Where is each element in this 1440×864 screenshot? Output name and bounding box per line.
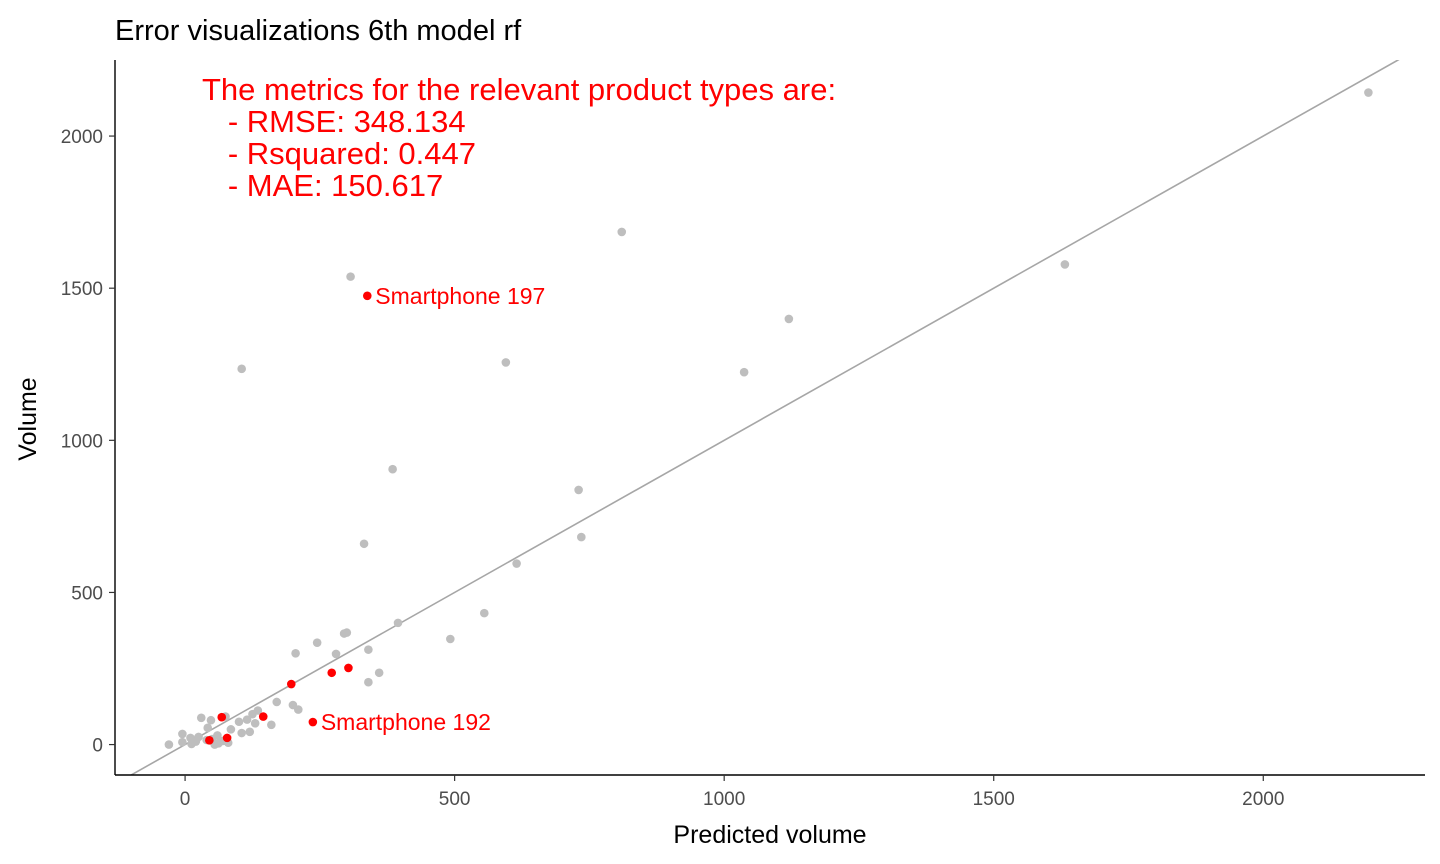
x-tick-label: 500: [439, 789, 471, 810]
y-tick-label: 2000: [61, 127, 103, 148]
highlight-point: [308, 717, 318, 727]
data-point: [1364, 88, 1373, 97]
point-label: Smartphone 197: [375, 283, 545, 309]
data-point: [237, 364, 246, 374]
data-point: [393, 618, 403, 628]
data-point: [339, 629, 349, 638]
data-point: [374, 668, 384, 678]
metrics-line: The metrics for the relevant product typ…: [202, 72, 836, 107]
chart-title: Error visualizations 6th model rf: [115, 15, 522, 47]
data-point: [206, 715, 216, 725]
metrics-line: - MAE: 150.617: [202, 168, 443, 203]
data-point: [267, 720, 276, 730]
plot-area: 0 500 1000 1500 2000 0 500 1000 1500 2000 Smartpho…: [61, 60, 1425, 810]
data-point: [501, 358, 511, 367]
x-tick-label: 1000: [703, 789, 745, 810]
data-point: [242, 715, 252, 724]
highlight-point: [286, 679, 296, 689]
reference-line: [129, 60, 1400, 775]
highlight-point: [205, 736, 214, 745]
data-point: [479, 608, 489, 618]
data-point: [359, 539, 369, 549]
data-point: [784, 314, 794, 324]
data-point: [203, 723, 213, 733]
point-label: Smartphone 192: [321, 709, 491, 735]
data-point: [234, 717, 244, 727]
highlight-point: [222, 733, 232, 743]
data-point: [293, 705, 303, 714]
highlight-point: [344, 663, 353, 673]
y-tick-label: 1000: [61, 431, 103, 452]
data-point: [617, 227, 627, 237]
data-point: [226, 725, 236, 734]
y-tick-label: 500: [71, 583, 103, 604]
highlight-point: [217, 712, 227, 722]
data-point: [1060, 260, 1070, 269]
highlight-point: [258, 712, 268, 721]
data-point: [388, 464, 397, 474]
data-point: [364, 645, 373, 654]
x-axis-title: Predicted volume: [673, 821, 866, 849]
data-point: [187, 739, 196, 749]
data-point: [196, 713, 206, 723]
data-point: [346, 272, 355, 281]
data-point: [312, 638, 322, 647]
data-point: [364, 677, 373, 687]
y-tick-label: 1500: [61, 279, 103, 300]
metrics-line: - RMSE: 348.134: [202, 104, 466, 139]
metrics-annotation: The metrics for the relevant product typ…: [202, 72, 836, 203]
x-tick-label: 1500: [973, 789, 1015, 810]
y-axis-title: Volume: [14, 377, 42, 460]
highlight-point: [327, 668, 337, 678]
data-point: [574, 485, 583, 495]
data-point: [291, 648, 300, 658]
data-point: [331, 649, 341, 659]
data-point: [164, 740, 174, 749]
data-point: [178, 737, 187, 747]
x-tick-label: 0: [180, 789, 191, 810]
data-point: [272, 697, 282, 707]
data-point: [178, 729, 187, 739]
y-tick-label: 0: [92, 736, 103, 757]
metrics-text: The metrics for the relevant product typ…: [202, 72, 836, 203]
metrics-line: - Rsquared: 0.447: [202, 136, 476, 171]
data-point: [245, 727, 255, 737]
x-tick-label: 2000: [1242, 789, 1284, 810]
highlight-point: [362, 291, 372, 301]
data-point: [577, 532, 586, 542]
data-point: [512, 559, 521, 568]
data-point: [250, 718, 260, 728]
data-point: [237, 728, 246, 738]
data-point: [739, 367, 749, 377]
data-point: [446, 634, 455, 644]
data-point: [248, 709, 257, 719]
